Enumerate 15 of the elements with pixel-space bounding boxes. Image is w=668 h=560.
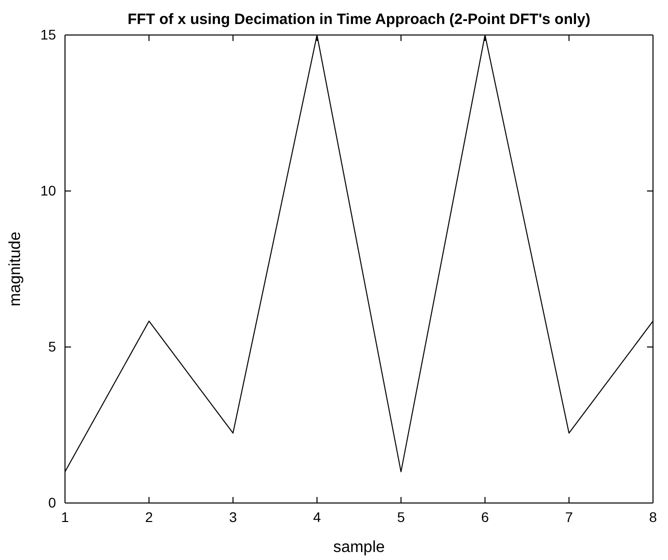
y-axis-title: magnitude: [7, 232, 24, 306]
x-axis-title: sample: [333, 539, 385, 556]
x-tick-label: 4: [313, 508, 322, 525]
x-tick-label: 5: [397, 508, 406, 525]
x-tick-label: 8: [649, 508, 658, 525]
y-tick-label: 15: [40, 26, 56, 42]
x-tick-label: 7: [565, 508, 574, 525]
y-tick-label: 0: [48, 494, 56, 510]
x-tick-label: 3: [229, 508, 238, 525]
y-tick-label: 10: [40, 182, 56, 198]
x-tick-label: 2: [145, 508, 154, 525]
x-tick-label: 1: [61, 508, 70, 525]
chart-title: FFT of x using Decimation in Time Approach (2-Point DFT's only): [128, 11, 590, 28]
x-tick-label: 6: [481, 508, 490, 525]
y-tick-label: 5: [48, 338, 56, 354]
